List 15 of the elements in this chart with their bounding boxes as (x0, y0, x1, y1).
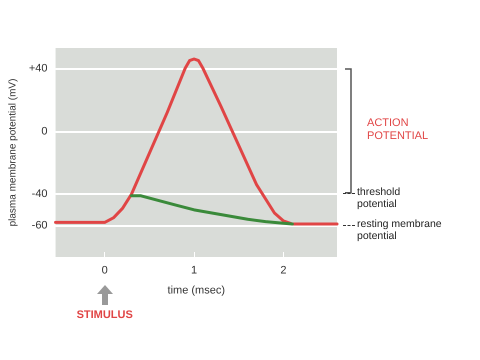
line-series (130, 194, 294, 226)
y-tick-label: 0 (41, 125, 48, 138)
text: ACTION POTENTIAL (367, 117, 430, 144)
text: resting membrane potential (357, 218, 443, 242)
text: STIMULUS (76, 309, 134, 321)
y-tick-label: -60 (32, 220, 48, 232)
x-tick-label: 0 (102, 264, 108, 276)
text: threshold potential (357, 186, 402, 210)
x-tick-label: 2 (280, 264, 286, 276)
line-series (54, 58, 338, 226)
x-axis-title: time (msec) (168, 284, 226, 296)
x-tick-label: 1 (190, 264, 198, 276)
y-axis-title: plasma membrane potential (mV) (8, 78, 18, 226)
y-tick-label: -40 (32, 188, 48, 200)
y-tick-label: +40 (28, 62, 48, 74)
